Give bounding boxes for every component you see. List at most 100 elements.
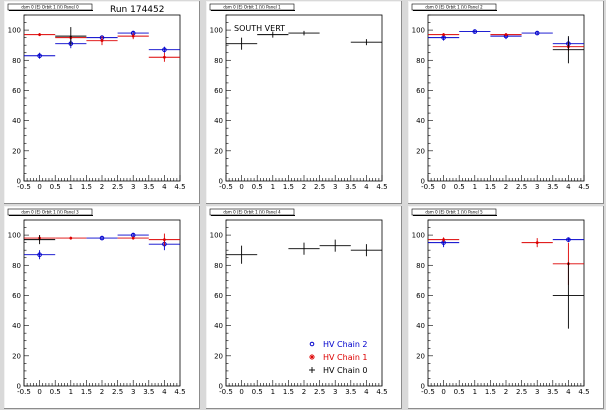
data-point	[288, 242, 320, 255]
x-tick-label: 4	[364, 388, 369, 396]
y-tick-label: 100	[8, 27, 21, 35]
x-tick-label: 0.5	[50, 183, 61, 191]
data-point	[24, 52, 56, 59]
x-tick-label: -0.5	[219, 388, 233, 396]
x-tick-label: 2	[100, 183, 104, 191]
x-tick-label: 3	[131, 183, 135, 191]
data-point	[552, 237, 584, 242]
y-tick-label: 0	[17, 383, 21, 391]
x-tick-label: 0	[37, 183, 41, 191]
x-tick-label: 4.5	[174, 183, 185, 191]
series-hv-chain-1	[24, 33, 180, 62]
legend-entry: HV Chain 2	[309, 340, 368, 349]
legend-entry: HV Chain 0	[309, 366, 368, 375]
data-point	[459, 29, 491, 34]
x-tick-label: 1.5	[81, 388, 92, 396]
panel-title-box: dsm 0 (E) Orbit 1 (V) Panel 1	[209, 3, 295, 11]
x-tick-label: 1	[271, 388, 275, 396]
plot-frame	[23, 219, 181, 387]
plot-frame	[427, 219, 585, 387]
x-tick-label: 3.5	[345, 183, 356, 191]
y-tick-label: 60	[214, 292, 223, 300]
y-tick-label: 100	[412, 232, 425, 240]
panel-title-box: dsm 0 (E) Orbit 1 (V) Panel 2	[411, 3, 497, 11]
x-tick-label: 2.5	[516, 388, 527, 396]
x-tick-label: 0	[441, 388, 445, 396]
x-tick-label: 4	[566, 183, 571, 191]
x-tick-label: 4	[566, 388, 571, 396]
panel-title: dsm 0 (E) Orbit 1 (V) Panel 3	[21, 210, 79, 215]
data-point	[288, 30, 320, 36]
y-tick-label: 0	[219, 383, 223, 391]
panel-title-box: dsm 0 (E) Orbit 1 (V) Panel 3	[7, 208, 93, 216]
y-tick-label: 100	[8, 232, 21, 240]
x-tick-label: 0.5	[454, 183, 465, 191]
y-tick-label: 40	[416, 322, 425, 330]
y-tick-label: 40	[12, 322, 21, 330]
data-point	[117, 33, 149, 40]
data-point	[552, 262, 584, 329]
panel-title: dsm 0 (E) Orbit 1 (V) Panel 0	[21, 5, 79, 10]
x-tick-label: 1.5	[81, 183, 92, 191]
x-tick-label: -0.5	[421, 183, 435, 191]
panel-title: dsm 0 (E) Orbit 1 (V) Panel 2	[425, 5, 483, 10]
plot-pad-panel-4: dsm 0 (E) Orbit 1 (V) Panel 4 0 20 40 60 80 10…	[206, 206, 402, 409]
y-tick-label: 80	[214, 262, 223, 270]
x-tick-label: 4	[364, 183, 369, 191]
x-tick-label: 2.5	[314, 183, 325, 191]
y-tick-label: 80	[12, 262, 21, 270]
series-hv-chain-0	[226, 239, 382, 264]
x-tick-label: 2.5	[314, 388, 325, 396]
x-tick-label: -0.5	[219, 183, 233, 191]
chart-svg: dsm 0 (E) Orbit 1 (V) Panel 002040608010…	[8, 3, 186, 191]
series-hv-chain-1	[428, 237, 584, 285]
x-tick-label: 4.5	[578, 388, 589, 396]
x-tick-label: 0.5	[252, 183, 263, 191]
data-point	[226, 37, 258, 50]
panel-title: dsm 0 (E) Orbit 1 (V) Panel 4	[223, 210, 281, 215]
series-hv-chain-0	[226, 30, 382, 50]
x-tick-label: 3.5	[547, 388, 558, 396]
x-tick-label: 4.5	[376, 183, 387, 191]
panel-annotation: SOUTH VERT	[234, 24, 285, 33]
x-tick-label: 0	[441, 183, 445, 191]
x-tick-label: 3	[131, 388, 135, 396]
y-tick-label: 20	[214, 147, 223, 155]
x-tick-label: 3	[535, 388, 539, 396]
x-tick-label: 3	[333, 388, 337, 396]
y-tick-label: 20	[12, 352, 21, 360]
x-tick-label: 1.5	[485, 183, 496, 191]
run-label: Run 174452	[110, 5, 164, 15]
series-hv-chain-0	[55, 27, 87, 46]
x-tick-label: 2	[504, 388, 508, 396]
data-point	[24, 250, 56, 260]
series-hv-chain-1	[428, 33, 584, 52]
legend-entry: HV Chain 1	[309, 353, 368, 362]
series-hv-chain-2	[24, 232, 180, 260]
legend-label: HV Chain 1	[323, 353, 368, 362]
y-tick-label: 0	[421, 383, 425, 391]
x-tick-label: 1	[69, 388, 73, 396]
x-tick-label: 0	[239, 388, 243, 396]
y-tick-label: 60	[12, 87, 21, 95]
plot-pad-panel-2: dsm 0 (E) Orbit 1 (V) Panel 2 0 20 40 60 80 10…	[408, 1, 604, 204]
x-tick-label: 4.5	[578, 183, 589, 191]
plot-pad-panel-0: dsm 0 (E) Orbit 1 (V) Panel 0 0 20 40 60 80 10…	[4, 1, 200, 204]
x-tick-label: 1	[69, 183, 73, 191]
data-point	[428, 237, 460, 242]
x-tick-label: 2	[302, 388, 306, 396]
y-tick-label: 40	[12, 117, 21, 125]
y-tick-label: 0	[17, 178, 21, 186]
data-point	[350, 39, 382, 46]
x-tick-label: 1.5	[485, 388, 496, 396]
x-tick-label: 0	[37, 388, 41, 396]
x-tick-label: -0.5	[17, 388, 31, 396]
data-point	[55, 27, 87, 46]
x-tick-label: 1	[271, 183, 275, 191]
data-point	[148, 46, 180, 53]
x-tick-label: 3.5	[345, 388, 356, 396]
chart-svg: dsm 0 (E) Orbit 1 (V) Panel 502040608010…	[412, 208, 590, 396]
plot-frame	[225, 14, 383, 182]
plot-frame	[427, 14, 585, 182]
